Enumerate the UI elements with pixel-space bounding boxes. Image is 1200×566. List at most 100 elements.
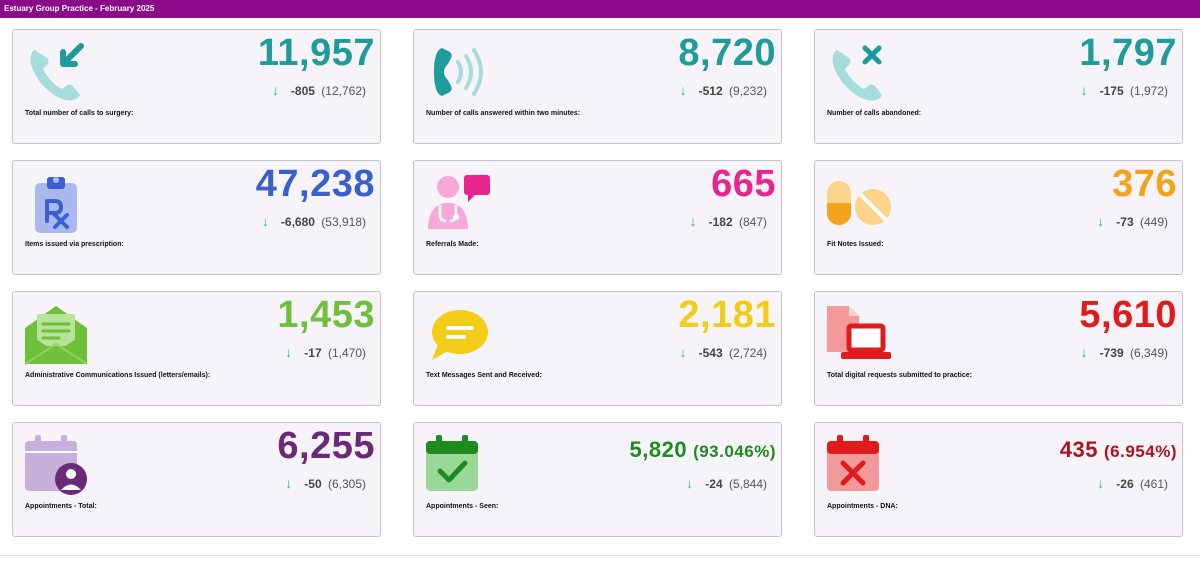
kpi-change: ↓ -17 (1,470) [285, 344, 366, 360]
kpi-delta: -73 [1116, 215, 1134, 229]
kpi-previous: (5,844) [728, 477, 767, 491]
kpi-previous: (12,762) [321, 84, 366, 98]
arrow-down-icon: ↓ [1080, 344, 1088, 360]
footer-divider [0, 555, 1200, 556]
arrow-down-icon: ↓ [1080, 82, 1088, 98]
arrow-down-icon: ↓ [271, 82, 279, 98]
kpi-label: Appointments - DNA: [827, 503, 898, 510]
arrow-down-icon: ↓ [686, 475, 694, 491]
kpi-label: Appointments - Seen: [426, 503, 499, 510]
arrow-down-icon: ↓ [1097, 475, 1105, 491]
kpi-value-row: 5,820 (93.046%) [630, 437, 777, 463]
kpi-delta: -739 [1099, 346, 1124, 360]
chat-bubble-icon [432, 310, 488, 360]
kpi-value: 665 [711, 163, 776, 205]
kpi-delta: -182 [708, 215, 733, 229]
kpi-value: 376 [1112, 163, 1177, 205]
kpi-card-digital-requests: 5,610 ↓ -739 (6,349) Total digital reques… [814, 291, 1183, 406]
kpi-value: 5,610 [1079, 294, 1177, 336]
kpi-delta: -805 [290, 84, 315, 98]
arrow-down-icon: ↓ [261, 213, 269, 229]
doctor-chat-icon [428, 175, 490, 229]
kpi-value: 8,720 [678, 32, 776, 74]
kpi-previous: (847) [738, 215, 767, 229]
kpi-change: ↓ -543 (2,724) [680, 344, 767, 360]
kpi-label: Total digital requests submitted to prac… [827, 372, 972, 379]
kpi-percentage: (6.954%) [1104, 442, 1177, 461]
kpi-label: Appointments - Total: [25, 503, 97, 510]
kpi-previous: (461) [1139, 477, 1168, 491]
kpi-delta: -175 [1099, 84, 1124, 98]
missed-call-icon [832, 45, 882, 101]
kpi-previous: (1,972) [1129, 84, 1168, 98]
calendar-cross-icon [827, 435, 879, 491]
kpi-delta: -17 [304, 346, 322, 360]
kpi-value: 1,797 [1079, 32, 1177, 74]
kpi-label: Fit Notes Issued: [827, 241, 884, 248]
kpi-card-appointments-dna: 435 (6.954%) ↓ -26 (461) Appointments - DN… [814, 422, 1183, 537]
pills-icon [827, 181, 891, 225]
kpi-card-appointments-seen: 5,820 (93.046%) ↓ -24 (5,844) Appointments… [413, 422, 782, 537]
kpi-value: 6,255 [277, 425, 375, 467]
kpi-label: Total number of calls to surgery: [25, 110, 134, 117]
kpi-change: ↓ -512 (9,232) [680, 82, 767, 98]
laptop-document-icon [827, 306, 891, 359]
kpi-delta: -6,680 [280, 215, 315, 229]
kpi-value: 1,453 [277, 294, 375, 336]
kpi-change: ↓ -73 (449) [1097, 213, 1168, 229]
kpi-card-calls-answered: 8,720 ↓ -512 (9,232) Number of calls answ… [413, 29, 782, 144]
kpi-value: 11,957 [257, 32, 375, 74]
kpi-value: 435 [1059, 437, 1099, 462]
ringing-phone-icon [434, 48, 483, 96]
kpi-previous: (449) [1139, 215, 1168, 229]
kpi-delta: -50 [304, 477, 322, 491]
kpi-value: 2,181 [678, 294, 776, 336]
incoming-call-icon [30, 43, 84, 101]
kpi-card-text-messages: 2,181 ↓ -543 (2,724) Text Messages Sent a… [413, 291, 782, 406]
report-title: Estuary Group Practice - February 2025 [0, 0, 1200, 18]
kpi-card-referrals: 665 ↓ -182 (847) Referrals Made: [413, 160, 782, 275]
kpi-card-prescriptions: 47,238 ↓ -6,680 (53,918) Items issued via… [12, 160, 381, 275]
kpi-change: ↓ -6,680 (53,918) [262, 213, 366, 229]
kpi-label: Text Messages Sent and Received: [426, 372, 542, 379]
kpi-card-appointments-total: 6,255 ↓ -50 (6,305) Appointments - Total: [12, 422, 381, 537]
arrow-down-icon: ↓ [285, 475, 293, 491]
arrow-down-icon: ↓ [689, 213, 697, 229]
kpi-label: Items issued via prescription: [25, 241, 124, 248]
kpi-label: Number of calls abandoned: [827, 110, 922, 117]
kpi-label: Administrative Communications Issued (le… [25, 372, 211, 379]
kpi-change: ↓ -175 (1,972) [1081, 82, 1168, 98]
kpi-change: ↓ -805 (12,762) [272, 82, 366, 98]
arrow-down-icon: ↓ [285, 344, 293, 360]
kpi-delta: -512 [698, 84, 723, 98]
kpi-change: ↓ -24 (5,844) [686, 475, 767, 491]
kpi-delta: -543 [698, 346, 723, 360]
kpi-previous: (9,232) [728, 84, 767, 98]
kpi-label: Number of calls answered within two minu… [426, 110, 581, 117]
arrow-down-icon: ↓ [679, 82, 687, 98]
kpi-label: Referrals Made: [426, 241, 479, 248]
kpi-delta: -26 [1116, 477, 1134, 491]
envelope-icon [24, 306, 88, 365]
kpi-value-row: 435 (6.954%) [1060, 437, 1177, 463]
kpi-change: ↓ -26 (461) [1097, 475, 1168, 491]
prescription-clipboard-icon [35, 177, 77, 233]
calendar-check-icon [426, 435, 478, 491]
kpi-percentage: (93.046%) [693, 442, 776, 461]
kpi-card-admin-comms: 1,453 ↓ -17 (1,470) Administrative Commun… [12, 291, 381, 406]
kpi-change: ↓ -739 (6,349) [1081, 344, 1168, 360]
kpi-previous: (2,724) [728, 346, 767, 360]
kpi-value: 47,238 [255, 163, 375, 205]
arrow-down-icon: ↓ [1097, 213, 1105, 229]
kpi-previous: (6,349) [1129, 346, 1168, 360]
kpi-card-fit-notes: 376 ↓ -73 (449) Fit Notes Issued: [814, 160, 1183, 275]
kpi-card-calls-total: 11,957 ↓ -805 (12,762) Total number of ca… [12, 29, 381, 144]
kpi-previous: (6,305) [327, 477, 366, 491]
kpi-delta: -24 [705, 477, 723, 491]
kpi-change: ↓ -182 (847) [690, 213, 767, 229]
arrow-down-icon: ↓ [679, 344, 687, 360]
kpi-previous: (53,918) [321, 215, 366, 229]
calendar-user-icon [25, 435, 87, 495]
kpi-previous: (1,470) [327, 346, 366, 360]
kpi-card-calls-abandoned: 1,797 ↓ -175 (1,972) Number of calls aban… [814, 29, 1183, 144]
